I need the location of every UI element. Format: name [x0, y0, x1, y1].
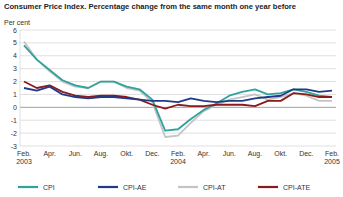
x-tick-label: Dec.: [145, 150, 159, 157]
legend-swatch: [258, 186, 278, 188]
y-tick-label: -1: [11, 117, 17, 124]
series-line: [24, 42, 332, 137]
grid-line: [20, 146, 336, 147]
x-tick-label: Aug.: [94, 150, 108, 158]
y-tick-label: 6: [13, 27, 17, 34]
series-line: [24, 82, 332, 109]
x-tick-label: Aug.: [248, 150, 262, 158]
x-tick-label-line: Okt.: [120, 150, 133, 157]
x-tick-label: Dec.: [299, 150, 313, 157]
plot-area: [24, 42, 332, 137]
y-tick-label: 1: [13, 91, 17, 98]
x-tick-label-line: Okt.: [274, 150, 287, 157]
series-line: [24, 87, 332, 102]
x-tick-label-line: 2004: [170, 158, 186, 165]
y-tick-label: 3: [13, 65, 17, 72]
legend-label: CPI-AE: [123, 184, 147, 191]
x-tick-label-line: 2003: [16, 158, 32, 165]
x-tick-label-line: Feb.: [171, 150, 185, 157]
legend-swatch: [98, 186, 118, 188]
chart: Consumer Price Index. Percentage change …: [0, 0, 343, 197]
grid-line: [20, 42, 336, 43]
x-tick-label-line: Jun.: [69, 150, 82, 157]
grid-line: [20, 107, 336, 108]
x-tick-label-line: Feb.: [17, 150, 31, 157]
y-tick-label: -2: [11, 130, 17, 137]
legend-label: CPI: [43, 184, 55, 191]
legend-label: CPI-AT: [203, 184, 226, 191]
x-tick-label-line: Feb.: [325, 150, 339, 157]
x-tick-label: Feb.2003: [16, 150, 32, 165]
x-tick-label: Okt.: [120, 150, 133, 157]
x-tick-label: Feb.2005: [324, 150, 340, 165]
x-tick-label: Jun.: [223, 150, 236, 157]
x-tick-label-line: Jun.: [223, 150, 236, 157]
x-tick-label: Okt.: [274, 150, 287, 157]
x-tick-label-line: Apr.: [197, 150, 210, 158]
x-tick-label-line: Apr.: [43, 150, 56, 158]
x-tick-label-line: Dec.: [145, 150, 159, 157]
x-tick-label-line: Aug.: [248, 150, 262, 158]
grid-line: [20, 120, 336, 121]
x-tick-label: Jun.: [69, 150, 82, 157]
x-tick-label: Apr.: [43, 150, 56, 158]
grid-line: [20, 55, 336, 56]
grid-line: [20, 133, 336, 134]
x-tick-label-line: 2005: [324, 158, 340, 165]
x-tick-label-line: Aug.: [94, 150, 108, 158]
y-tick-label: 4: [13, 52, 17, 59]
x-tick-label: Apr.: [197, 150, 210, 158]
y-tick-label: 0: [13, 104, 17, 111]
title: Consumer Price Index. Percentage change …: [4, 2, 296, 11]
legend-swatch: [18, 186, 38, 188]
y-tick-label: 2: [13, 78, 17, 85]
y-axis-label: Per cent: [4, 19, 30, 26]
y-tick-label: -3: [11, 143, 17, 150]
grid-line: [20, 68, 336, 69]
grid-line: [20, 30, 336, 31]
x-tick-label: Feb.2004: [170, 150, 186, 165]
series-line: [24, 45, 332, 130]
legend-swatch: [178, 186, 198, 188]
x-tick-label-line: Dec.: [299, 150, 313, 157]
y-axis-line: [20, 30, 21, 146]
y-tick-label: 5: [13, 39, 17, 46]
legend-label: CPI-ATE: [283, 184, 310, 191]
